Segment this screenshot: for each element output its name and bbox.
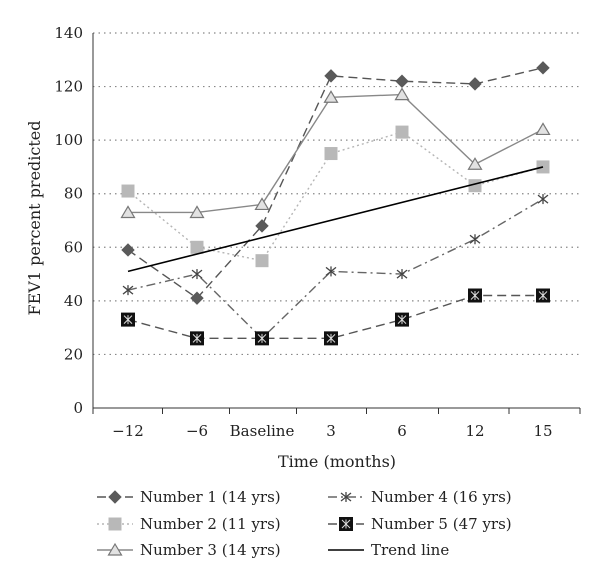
data-point — [122, 285, 134, 296]
legend-label: Trend line — [371, 541, 449, 559]
legend-label: Number 1 (14 yrs) — [140, 488, 281, 506]
data-point — [189, 205, 205, 219]
data-point — [395, 74, 409, 88]
legend-entry-1: Number 1 (14 yrs) — [97, 488, 281, 506]
data-point — [323, 90, 339, 103]
x-tick-label: Baseline — [230, 422, 295, 440]
y-tick-label: 60 — [64, 238, 83, 256]
x-tick-label: 6 — [397, 422, 407, 440]
data-point — [394, 87, 410, 101]
data-point — [324, 69, 338, 83]
y-tick-label: 0 — [73, 399, 83, 417]
data-point — [536, 288, 550, 303]
data-point — [325, 266, 337, 277]
y-tick-label: 120 — [54, 78, 83, 96]
y-tick-label: 140 — [54, 24, 83, 42]
data-point — [190, 291, 204, 305]
data-point — [121, 243, 135, 257]
data-point — [395, 312, 409, 327]
data-point — [121, 184, 135, 198]
x-axis-title: Time (months) — [278, 452, 396, 471]
legend-entry-5: Number 5 (47 yrs) — [328, 515, 512, 533]
data-point — [324, 331, 338, 346]
legend-entry-6: Trend line — [328, 541, 449, 559]
data-point — [468, 77, 482, 91]
data-point — [121, 312, 135, 327]
data-point — [190, 240, 204, 254]
legend-entry-3: Number 3 (14 yrs) — [97, 541, 281, 559]
data-point — [191, 269, 203, 280]
data-point — [535, 122, 551, 136]
data-point — [339, 517, 353, 531]
y-tick-label: 100 — [54, 131, 83, 149]
legend-label: Number 2 (11 yrs) — [140, 515, 281, 533]
data-point — [536, 61, 550, 75]
data-point — [324, 147, 338, 161]
data-point — [254, 197, 270, 211]
data-point — [107, 542, 123, 556]
data-point — [108, 490, 122, 504]
data-point — [108, 517, 122, 531]
x-tick-label: −12 — [112, 422, 144, 440]
legend-label: Number 3 (14 yrs) — [140, 541, 281, 559]
series-line-6 — [127, 166, 544, 273]
data-point — [537, 194, 549, 205]
data-point — [255, 219, 269, 233]
data-point — [340, 492, 352, 502]
legend-label: Number 4 (16 yrs) — [371, 488, 512, 506]
data-point — [120, 205, 136, 219]
x-tick-label: 12 — [465, 422, 484, 440]
y-tick-label: 80 — [64, 185, 83, 203]
legend-label: Number 5 (47 yrs) — [371, 515, 512, 533]
legend-entry-4: Number 4 (16 yrs) — [328, 488, 512, 506]
x-tick-label: 15 — [533, 422, 552, 440]
y-tick-label: 40 — [64, 292, 83, 310]
x-tick-label: −6 — [186, 422, 208, 440]
data-point — [255, 331, 269, 346]
legend-entry-2: Number 2 (11 yrs) — [97, 515, 281, 533]
data-point — [396, 269, 408, 280]
data-point — [190, 331, 204, 346]
data-point — [255, 254, 269, 268]
data-point — [467, 157, 483, 170]
data-point — [468, 288, 482, 303]
data-point — [469, 234, 481, 245]
data-point — [395, 125, 409, 139]
x-tick-label: 3 — [326, 422, 336, 440]
y-tick-label: 20 — [64, 345, 83, 363]
y-axis-title: FEV1 percent predicted — [25, 120, 44, 315]
